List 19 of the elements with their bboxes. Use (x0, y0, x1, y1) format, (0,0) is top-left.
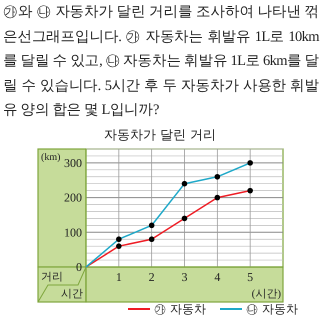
legend-item: ㉮ 자동차 (128, 302, 206, 316)
xtick: 5 (247, 270, 254, 284)
xtick: 4 (214, 270, 220, 284)
ytick: 300 (64, 156, 82, 170)
annotation: 시간 (61, 288, 83, 300)
xlabel: (시간) (252, 288, 281, 300)
xtick: 3 (182, 270, 188, 284)
annotation: 거리 (41, 271, 63, 283)
legend-label: ㉮ 자동차 (154, 302, 206, 316)
ytick: 200 (64, 190, 82, 205)
xtick: 2 (148, 270, 155, 284)
legend-label: ㉯ 자동차 (246, 302, 298, 316)
annotation: ㉮와 ㉯ 자동차가 달린 거리를 조사하여 나타낸 꺾은선그래프입니다. ㉮ 자동차는 휘발유 1L로 10km를 달릴 수 있고, ㉯ 자동차는 휘발유 1L로 6km를 달릴 수 있습니다. 5시간 후 두 자동차가 사용한 휘발유 양의 합은 몇 L입니까? (3, 3, 319, 120)
ytick: 0 (76, 260, 82, 274)
ylabel: (km) (41, 152, 60, 163)
title: 자동차가 달린 거리 (104, 128, 216, 143)
ytick: 100 (64, 225, 82, 240)
xtick: 1 (116, 270, 122, 284)
legend-item: ㉯ 자동차 (220, 302, 298, 316)
